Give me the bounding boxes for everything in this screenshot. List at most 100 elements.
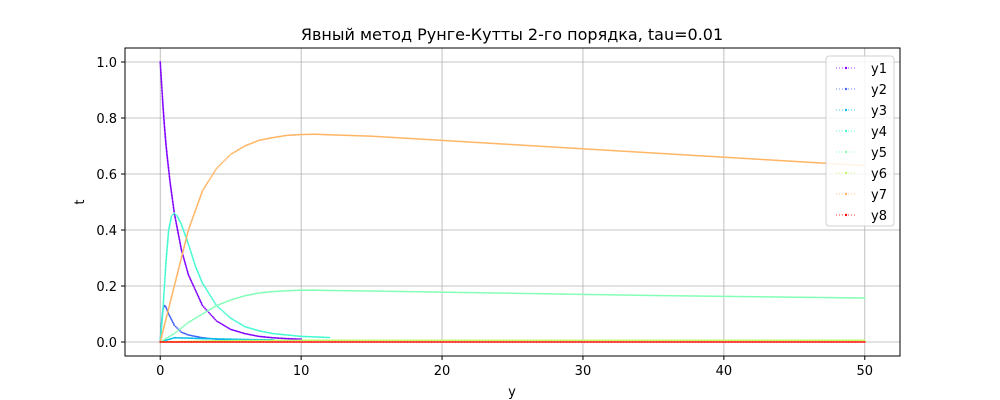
data-point <box>725 339 728 342</box>
data-point <box>190 220 193 223</box>
data-point <box>686 295 689 297</box>
data-point <box>162 341 165 343</box>
data-point <box>182 230 185 233</box>
data-point <box>276 341 279 343</box>
data-point <box>191 318 194 321</box>
data-point <box>643 341 646 343</box>
data-point <box>256 335 259 338</box>
data-point <box>163 285 166 287</box>
data-point <box>319 341 322 343</box>
data-point <box>171 200 174 203</box>
data-point <box>178 237 181 239</box>
data-point <box>354 289 357 292</box>
data-point <box>195 207 198 210</box>
data-point <box>214 337 217 340</box>
data-point <box>327 336 329 339</box>
data-point <box>294 334 297 337</box>
data-point <box>698 341 701 343</box>
data-point <box>196 294 199 297</box>
data-point <box>853 297 856 299</box>
data-point <box>779 296 782 298</box>
data-point <box>394 290 397 293</box>
data-point <box>589 339 592 342</box>
data-point <box>612 149 614 152</box>
data-point <box>842 339 845 342</box>
data-point <box>737 341 740 343</box>
data-point <box>179 245 182 248</box>
data-point <box>642 339 644 342</box>
data-point <box>802 339 805 342</box>
data-point <box>228 316 231 318</box>
data-point <box>159 68 162 71</box>
data-point <box>502 339 505 342</box>
data-point <box>790 339 793 342</box>
data-point <box>421 339 424 342</box>
data-point <box>594 339 596 342</box>
data-point <box>429 339 431 342</box>
data-point <box>164 131 166 133</box>
data-point <box>454 341 457 343</box>
data-point <box>226 314 229 317</box>
data-point <box>773 339 776 342</box>
data-point <box>189 341 192 343</box>
data-point <box>207 291 210 294</box>
data-point <box>484 142 487 144</box>
data-point <box>802 296 805 299</box>
data-point <box>409 341 412 343</box>
data-point <box>175 341 178 343</box>
data-point <box>203 285 206 288</box>
data-point <box>167 169 170 172</box>
data-point <box>186 333 188 336</box>
data-point <box>189 224 191 227</box>
data-point <box>761 339 764 342</box>
data-point <box>197 337 200 340</box>
data-point <box>201 341 204 343</box>
data-point <box>658 294 661 297</box>
data-point <box>645 341 647 343</box>
data-point <box>186 232 189 234</box>
data-point <box>286 134 288 137</box>
x-axis-label: y <box>508 385 516 400</box>
data-point <box>194 290 197 292</box>
data-point <box>555 293 557 295</box>
data-point <box>397 136 400 139</box>
data-point <box>462 140 464 143</box>
data-point <box>363 339 365 342</box>
data-point <box>540 339 542 342</box>
data-point <box>621 341 623 343</box>
data-point <box>402 341 404 343</box>
data-point <box>249 339 252 342</box>
data-point <box>637 294 640 297</box>
data-point <box>182 257 185 260</box>
data-point <box>808 339 811 342</box>
data-point <box>758 295 761 298</box>
data-point <box>483 339 485 342</box>
data-point <box>273 332 276 335</box>
data-point <box>388 339 391 342</box>
data-point <box>817 341 820 343</box>
data-point <box>293 289 295 292</box>
data-point <box>674 339 677 342</box>
data-point <box>649 294 652 297</box>
data-point <box>748 341 751 343</box>
data-point <box>757 339 760 342</box>
data-point <box>703 339 706 342</box>
data-point <box>439 291 442 294</box>
data-point <box>460 140 463 143</box>
data-point <box>489 142 491 145</box>
data-point <box>670 294 673 297</box>
data-point <box>181 254 184 256</box>
data-point <box>234 319 236 322</box>
data-point <box>280 341 283 343</box>
data-point <box>603 293 605 296</box>
data-point <box>520 144 523 147</box>
data-point <box>312 289 315 292</box>
data-point <box>228 341 231 343</box>
data-point <box>346 341 349 343</box>
legend-label: y3 <box>871 104 887 119</box>
y-tick-label: 0.0 <box>96 336 117 351</box>
data-point <box>734 341 737 343</box>
data-point <box>224 159 226 161</box>
data-point <box>169 184 172 187</box>
data-point <box>528 341 530 343</box>
